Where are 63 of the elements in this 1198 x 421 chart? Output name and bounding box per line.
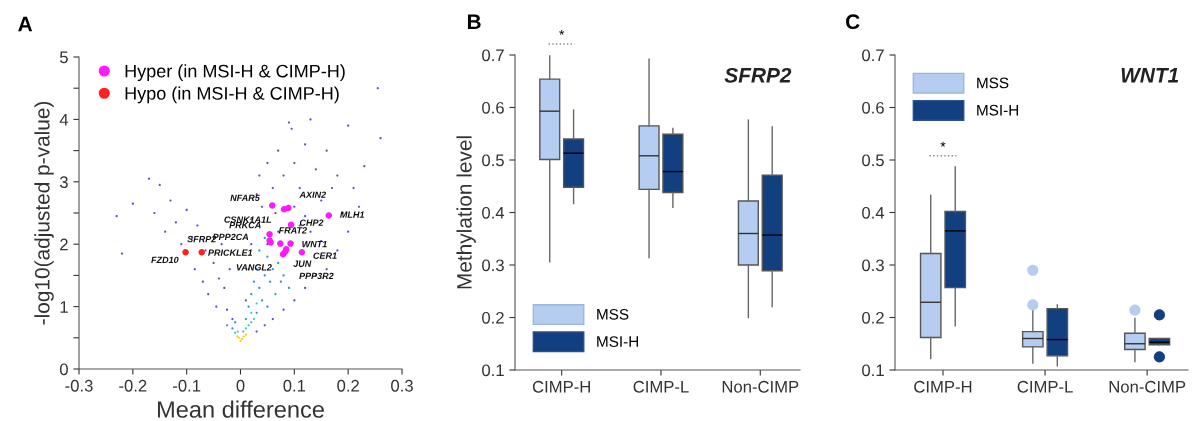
annotation: JUN <box>293 260 312 267</box>
chart-title: SFRP2 <box>724 67 792 83</box>
annotation: WNT1 <box>302 241 327 248</box>
text: C <box>846 14 860 30</box>
y-tick-label: 2 <box>60 238 68 251</box>
annotation: NFAR5 <box>230 194 260 201</box>
legend-label: MSS <box>977 77 1009 89</box>
y-tick-label: 0.1 <box>862 364 884 377</box>
y-tick-label: 0.7 <box>862 49 884 62</box>
x-tick-label: Non-CIMP <box>722 380 799 393</box>
y-tick-label: 0.1 <box>482 364 504 377</box>
y-tick-label: 0.3 <box>482 259 504 272</box>
x-tick-label: CIMP-H <box>914 380 972 393</box>
legend-label: Hypo (in MSI-H & CIMP-H) <box>125 86 339 104</box>
x-tick-label: Non-CIMP <box>1109 380 1186 393</box>
x-tick-label: -0.3 <box>65 379 93 392</box>
text: B <box>467 14 481 29</box>
y-tick-label: 5 <box>59 51 68 64</box>
legend-label: MSI-H <box>977 104 1019 116</box>
x-tick-label: CIMP-H <box>532 380 590 393</box>
annotation: MLH1 <box>340 211 364 218</box>
y-tick-label: 0.6 <box>862 101 884 114</box>
x-tick-label: CIMP-L <box>633 380 689 393</box>
annotation: CHP2 <box>299 219 324 226</box>
y-tick-label: 0.2 <box>862 311 884 324</box>
y-axis-title: Methylation level <box>456 136 476 289</box>
x-tick-label: 0.3 <box>391 379 413 392</box>
x-tick-label: 0 <box>236 379 245 392</box>
y-tick-label: 0.5 <box>482 154 504 167</box>
y-tick-label: 1 <box>60 301 68 313</box>
legend-label: MSI-H <box>597 336 639 347</box>
annotation: CSNK1A1L <box>224 216 272 223</box>
y-tick-label: 0.4 <box>482 206 505 219</box>
y-tick-label: 0.3 <box>862 259 884 272</box>
text: A <box>18 16 33 32</box>
y-tick-label: 0.4 <box>862 206 885 219</box>
x-tick-label: 0.1 <box>283 379 306 392</box>
x-tick-label: CIMP-L <box>1017 380 1073 393</box>
annotation: VANGL2 <box>236 264 272 271</box>
y-tick-label: 0.5 <box>862 154 884 167</box>
y-tick-label: 0.7 <box>482 49 504 62</box>
annotation: FZD10 <box>151 256 179 264</box>
x-tick-label: -0.1 <box>173 379 201 392</box>
chart-title: WNT1 <box>1121 68 1179 83</box>
y-tick-label: 3 <box>59 176 68 188</box>
annotation: PPP3R2 <box>299 272 334 280</box>
y-tick-label: 0.2 <box>482 311 504 324</box>
x-tick-label: -0.2 <box>119 379 147 392</box>
y-tick-label: 0 <box>59 363 68 376</box>
x-axis-title: Mean difference <box>157 400 324 418</box>
y-tick-label: 0.6 <box>482 101 504 114</box>
annotation: CER1 <box>313 252 337 259</box>
annotation: PRKCA <box>229 221 261 229</box>
annotation: FRAT2 <box>278 227 307 234</box>
legend-label: MSS <box>597 308 629 320</box>
annotation: * <box>940 141 946 147</box>
x-tick-label: 0.2 <box>337 379 359 392</box>
y-tick-label: 4 <box>59 113 69 126</box>
annotation: PRICKLE1 <box>208 249 253 256</box>
legend-label: Hyper (in MSI-H & CIMP-H) <box>125 64 345 82</box>
annotation: AXIN2 <box>299 191 327 198</box>
y-axis-title: -log10(adjusted p-value) <box>34 101 54 325</box>
text: * <box>559 29 565 35</box>
